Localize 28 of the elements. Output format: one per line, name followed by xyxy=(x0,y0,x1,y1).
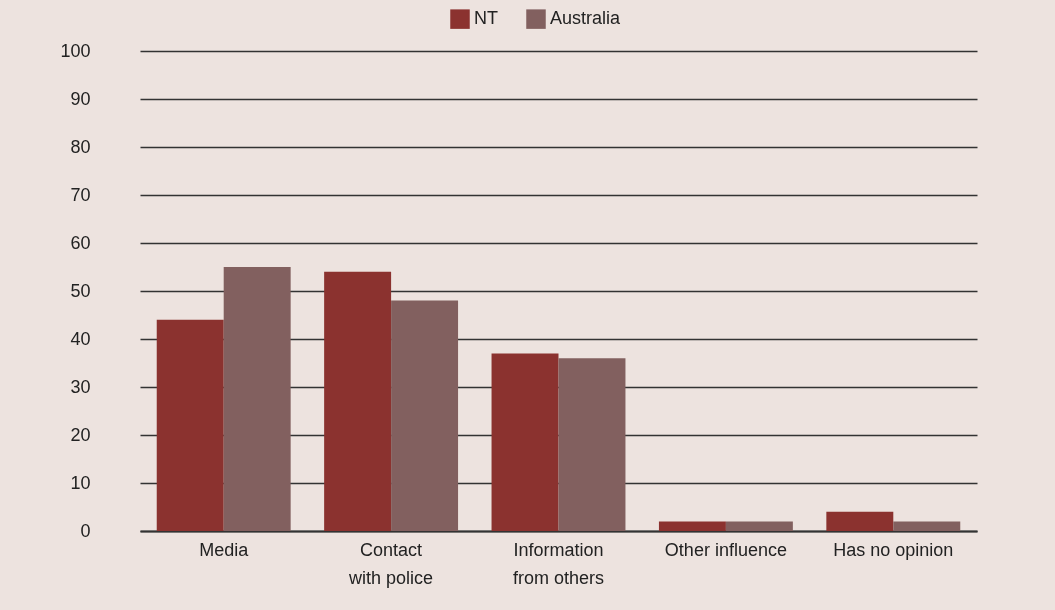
bar xyxy=(893,521,961,531)
y-tick-label: 0 xyxy=(80,520,91,541)
bar xyxy=(391,300,459,531)
y-tick-label: 100 xyxy=(60,40,91,61)
legend-label: Australia xyxy=(550,8,622,29)
y-tick-label: 40 xyxy=(70,328,91,349)
bar xyxy=(156,319,224,531)
x-tick-label: Information from others xyxy=(512,539,605,588)
x-tick-label: Contact with police xyxy=(348,539,434,588)
y-tick-label: 10 xyxy=(70,472,91,493)
bar xyxy=(491,353,559,531)
bar xyxy=(725,521,793,531)
legend-label: NT xyxy=(474,8,498,29)
x-tick-label: Media xyxy=(199,539,250,560)
y-tick-label: 20 xyxy=(70,424,91,445)
y-tick-label: 70 xyxy=(70,184,91,205)
bar xyxy=(324,271,392,531)
bar xyxy=(658,521,726,531)
y-tick-label: 80 xyxy=(70,136,91,157)
y-tick-label: 50 xyxy=(70,280,91,301)
x-tick-label: Has no opinion xyxy=(833,539,954,560)
y-tick-label: 90 xyxy=(70,88,91,109)
bar xyxy=(223,267,291,531)
bar xyxy=(558,358,626,531)
x-tick-label: Other influence xyxy=(664,539,787,560)
y-tick-label: 60 xyxy=(70,232,91,253)
y-tick-label: 30 xyxy=(70,376,91,397)
bar xyxy=(826,511,894,531)
